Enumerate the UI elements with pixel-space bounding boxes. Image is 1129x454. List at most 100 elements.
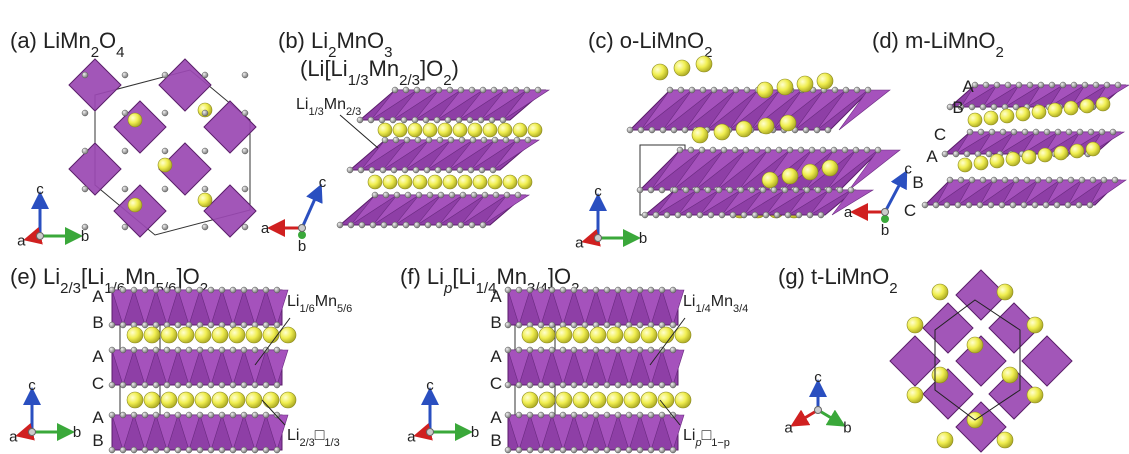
o-atom <box>470 137 476 143</box>
panel-title: (d) m-LiMnO2 <box>872 28 1004 61</box>
o-atom <box>953 151 959 157</box>
o-atom <box>197 287 203 293</box>
text-run: 2 <box>995 44 1003 61</box>
o-atom <box>1049 82 1055 88</box>
o-atom <box>492 137 498 143</box>
o-atom <box>447 87 453 93</box>
octahedron <box>1022 336 1072 386</box>
li-atom <box>692 127 708 143</box>
o-atom <box>122 72 128 78</box>
text-run: 1/3 <box>308 106 323 118</box>
axis-label: a <box>407 429 416 446</box>
text-run: □ <box>315 427 325 444</box>
o-atom <box>186 382 192 388</box>
o-atom <box>820 147 826 153</box>
text-run: 1−p <box>711 437 730 449</box>
o-atom <box>153 382 159 388</box>
o-atom <box>241 287 247 293</box>
o-atom <box>516 287 522 293</box>
o-atom <box>448 137 454 143</box>
o-atom <box>263 382 269 388</box>
text-run: Li <box>287 427 299 444</box>
o-atom <box>527 382 533 388</box>
o-atom <box>274 287 280 293</box>
li-atom <box>674 60 690 76</box>
o-atom <box>637 347 643 353</box>
o-atom <box>436 87 442 93</box>
text-run: 2/3 <box>60 280 81 297</box>
o-atom <box>153 447 159 453</box>
o-atom <box>478 117 484 123</box>
axis-label: c <box>426 377 434 394</box>
o-atom <box>175 322 181 328</box>
o-atom <box>741 212 747 218</box>
o-atom <box>699 147 705 153</box>
text-run: ]O <box>548 264 571 289</box>
o-atom <box>197 412 203 418</box>
text-run: (g) t-LiMnO <box>778 264 889 289</box>
o-atom <box>626 382 632 388</box>
o-atom <box>458 222 464 228</box>
annotation: Lip□1−p <box>683 427 730 449</box>
text-run: (a) LiMn <box>10 28 91 53</box>
o-atom <box>659 287 665 293</box>
o-atom <box>865 87 871 93</box>
o-atom <box>1010 202 1016 208</box>
o-atom <box>414 87 420 93</box>
o-atom <box>549 447 555 453</box>
o-atom <box>989 129 995 135</box>
o-atom <box>202 148 208 154</box>
o-atom <box>391 167 397 173</box>
li-atom <box>128 113 142 127</box>
o-atom <box>1000 129 1006 135</box>
o-atom <box>164 412 170 418</box>
o-atom <box>969 177 975 183</box>
li-atom <box>408 123 422 137</box>
text-run: □ <box>702 427 712 444</box>
text-run: ]O <box>177 264 200 289</box>
o-atom <box>109 412 115 418</box>
o-atom <box>853 147 859 153</box>
li-atom <box>127 327 143 343</box>
o-atom <box>513 87 519 93</box>
o-atom <box>744 87 750 93</box>
o-atom <box>274 347 280 353</box>
o-atom <box>826 187 832 193</box>
o-atom <box>560 382 566 388</box>
o-atom <box>1043 202 1049 208</box>
li-atom <box>161 327 177 343</box>
li-atom <box>556 327 572 343</box>
o-atom <box>164 382 170 388</box>
stacking-label: A <box>962 77 974 96</box>
o-atom <box>481 137 487 143</box>
o-atom <box>682 127 688 133</box>
o-atom <box>372 192 378 198</box>
o-atom <box>814 127 820 133</box>
o-atom <box>416 192 422 198</box>
o-atom <box>480 87 486 93</box>
o-atom <box>721 147 727 153</box>
o-atom <box>516 322 522 328</box>
o-atom <box>120 412 126 418</box>
o-atom <box>401 117 407 123</box>
o-atom <box>263 322 269 328</box>
li-atom <box>696 56 712 72</box>
o-atom <box>722 87 728 93</box>
o-atom <box>219 382 225 388</box>
axis-origin <box>815 407 822 414</box>
o-atom <box>999 202 1005 208</box>
o-atom <box>527 412 533 418</box>
o-atom <box>423 117 429 123</box>
stacking-label: A <box>490 347 502 366</box>
o-atom <box>446 167 452 173</box>
o-atom <box>1060 82 1066 88</box>
li-atom <box>714 124 730 140</box>
o-atom <box>379 117 385 123</box>
text-run: Li <box>683 427 695 444</box>
o-atom <box>263 447 269 453</box>
o-atom <box>593 412 599 418</box>
o-atom <box>242 148 248 154</box>
o-atom <box>538 287 544 293</box>
o-atom <box>480 222 486 228</box>
li-atom <box>817 73 833 89</box>
